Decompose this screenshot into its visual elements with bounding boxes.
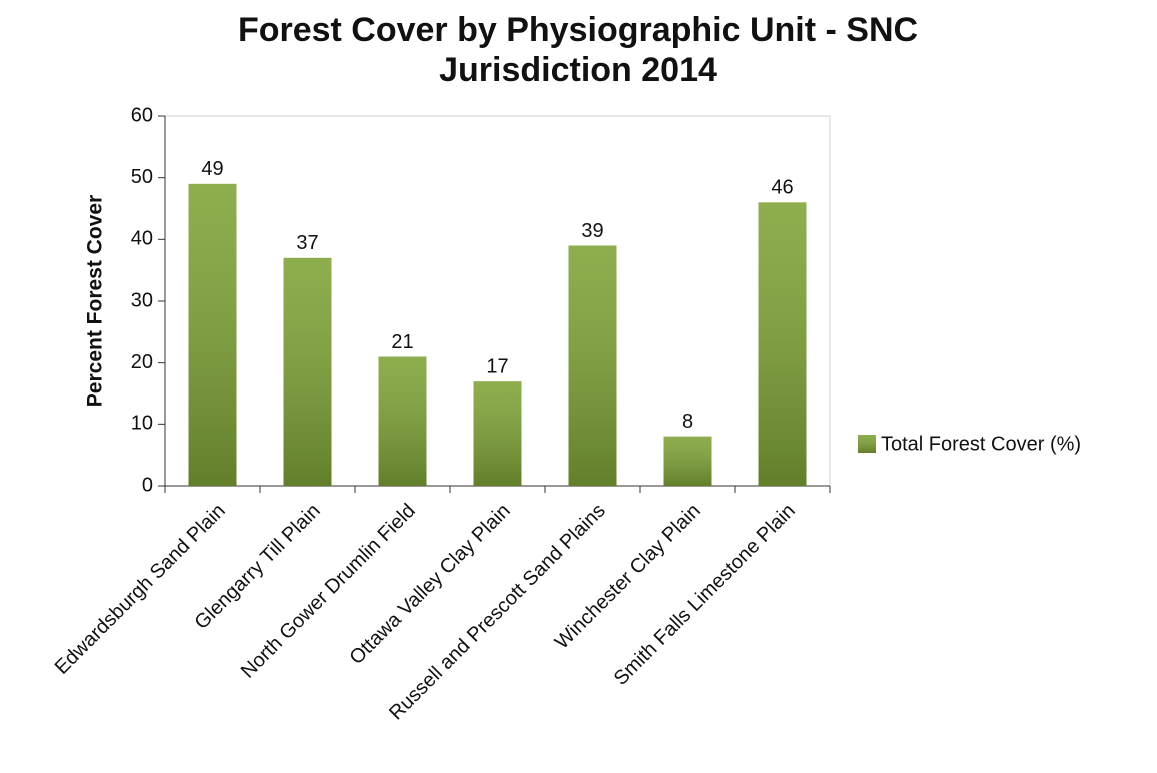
data-label: 49 — [201, 158, 223, 180]
bar-shade — [283, 257, 332, 486]
bar-shade — [663, 436, 712, 486]
x-tick-label: Edwardsburgh Sand Plain — [51, 500, 230, 679]
legend-label: Total Forest Cover (%) — [881, 433, 1081, 455]
x-tick-label: Ottawa Valley Clay Plain — [345, 500, 514, 669]
data-label: 8 — [682, 411, 693, 433]
x-tick-label: Smith Falls Limestone Plain — [610, 500, 800, 690]
y-tick-label: 30 — [131, 289, 153, 311]
y-tick-label: 10 — [131, 413, 153, 435]
y-tick-label: 40 — [131, 228, 153, 250]
legend-swatch-shade — [858, 435, 876, 453]
bar-shade — [568, 245, 617, 486]
data-label: 17 — [486, 355, 508, 377]
data-label: 39 — [581, 220, 603, 242]
bar-shade — [473, 381, 522, 486]
chart-title: Forest Cover by Physiographic Unit - SNC… — [237, 11, 919, 89]
x-tick-label: North Gower Drumlin Field — [237, 500, 420, 683]
data-label: 46 — [771, 177, 793, 199]
y-tick-label: 0 — [142, 474, 153, 496]
y-tick-label: 20 — [131, 351, 153, 373]
y-tick-label: 60 — [131, 104, 153, 126]
data-label: 21 — [391, 331, 413, 353]
y-tick-label: 50 — [131, 166, 153, 188]
bar-shade — [758, 202, 807, 487]
data-label: 37 — [296, 232, 318, 254]
y-axis-label: Percent Forest Cover — [84, 195, 107, 407]
bar-shade — [188, 183, 237, 487]
bar-shade — [378, 356, 427, 486]
